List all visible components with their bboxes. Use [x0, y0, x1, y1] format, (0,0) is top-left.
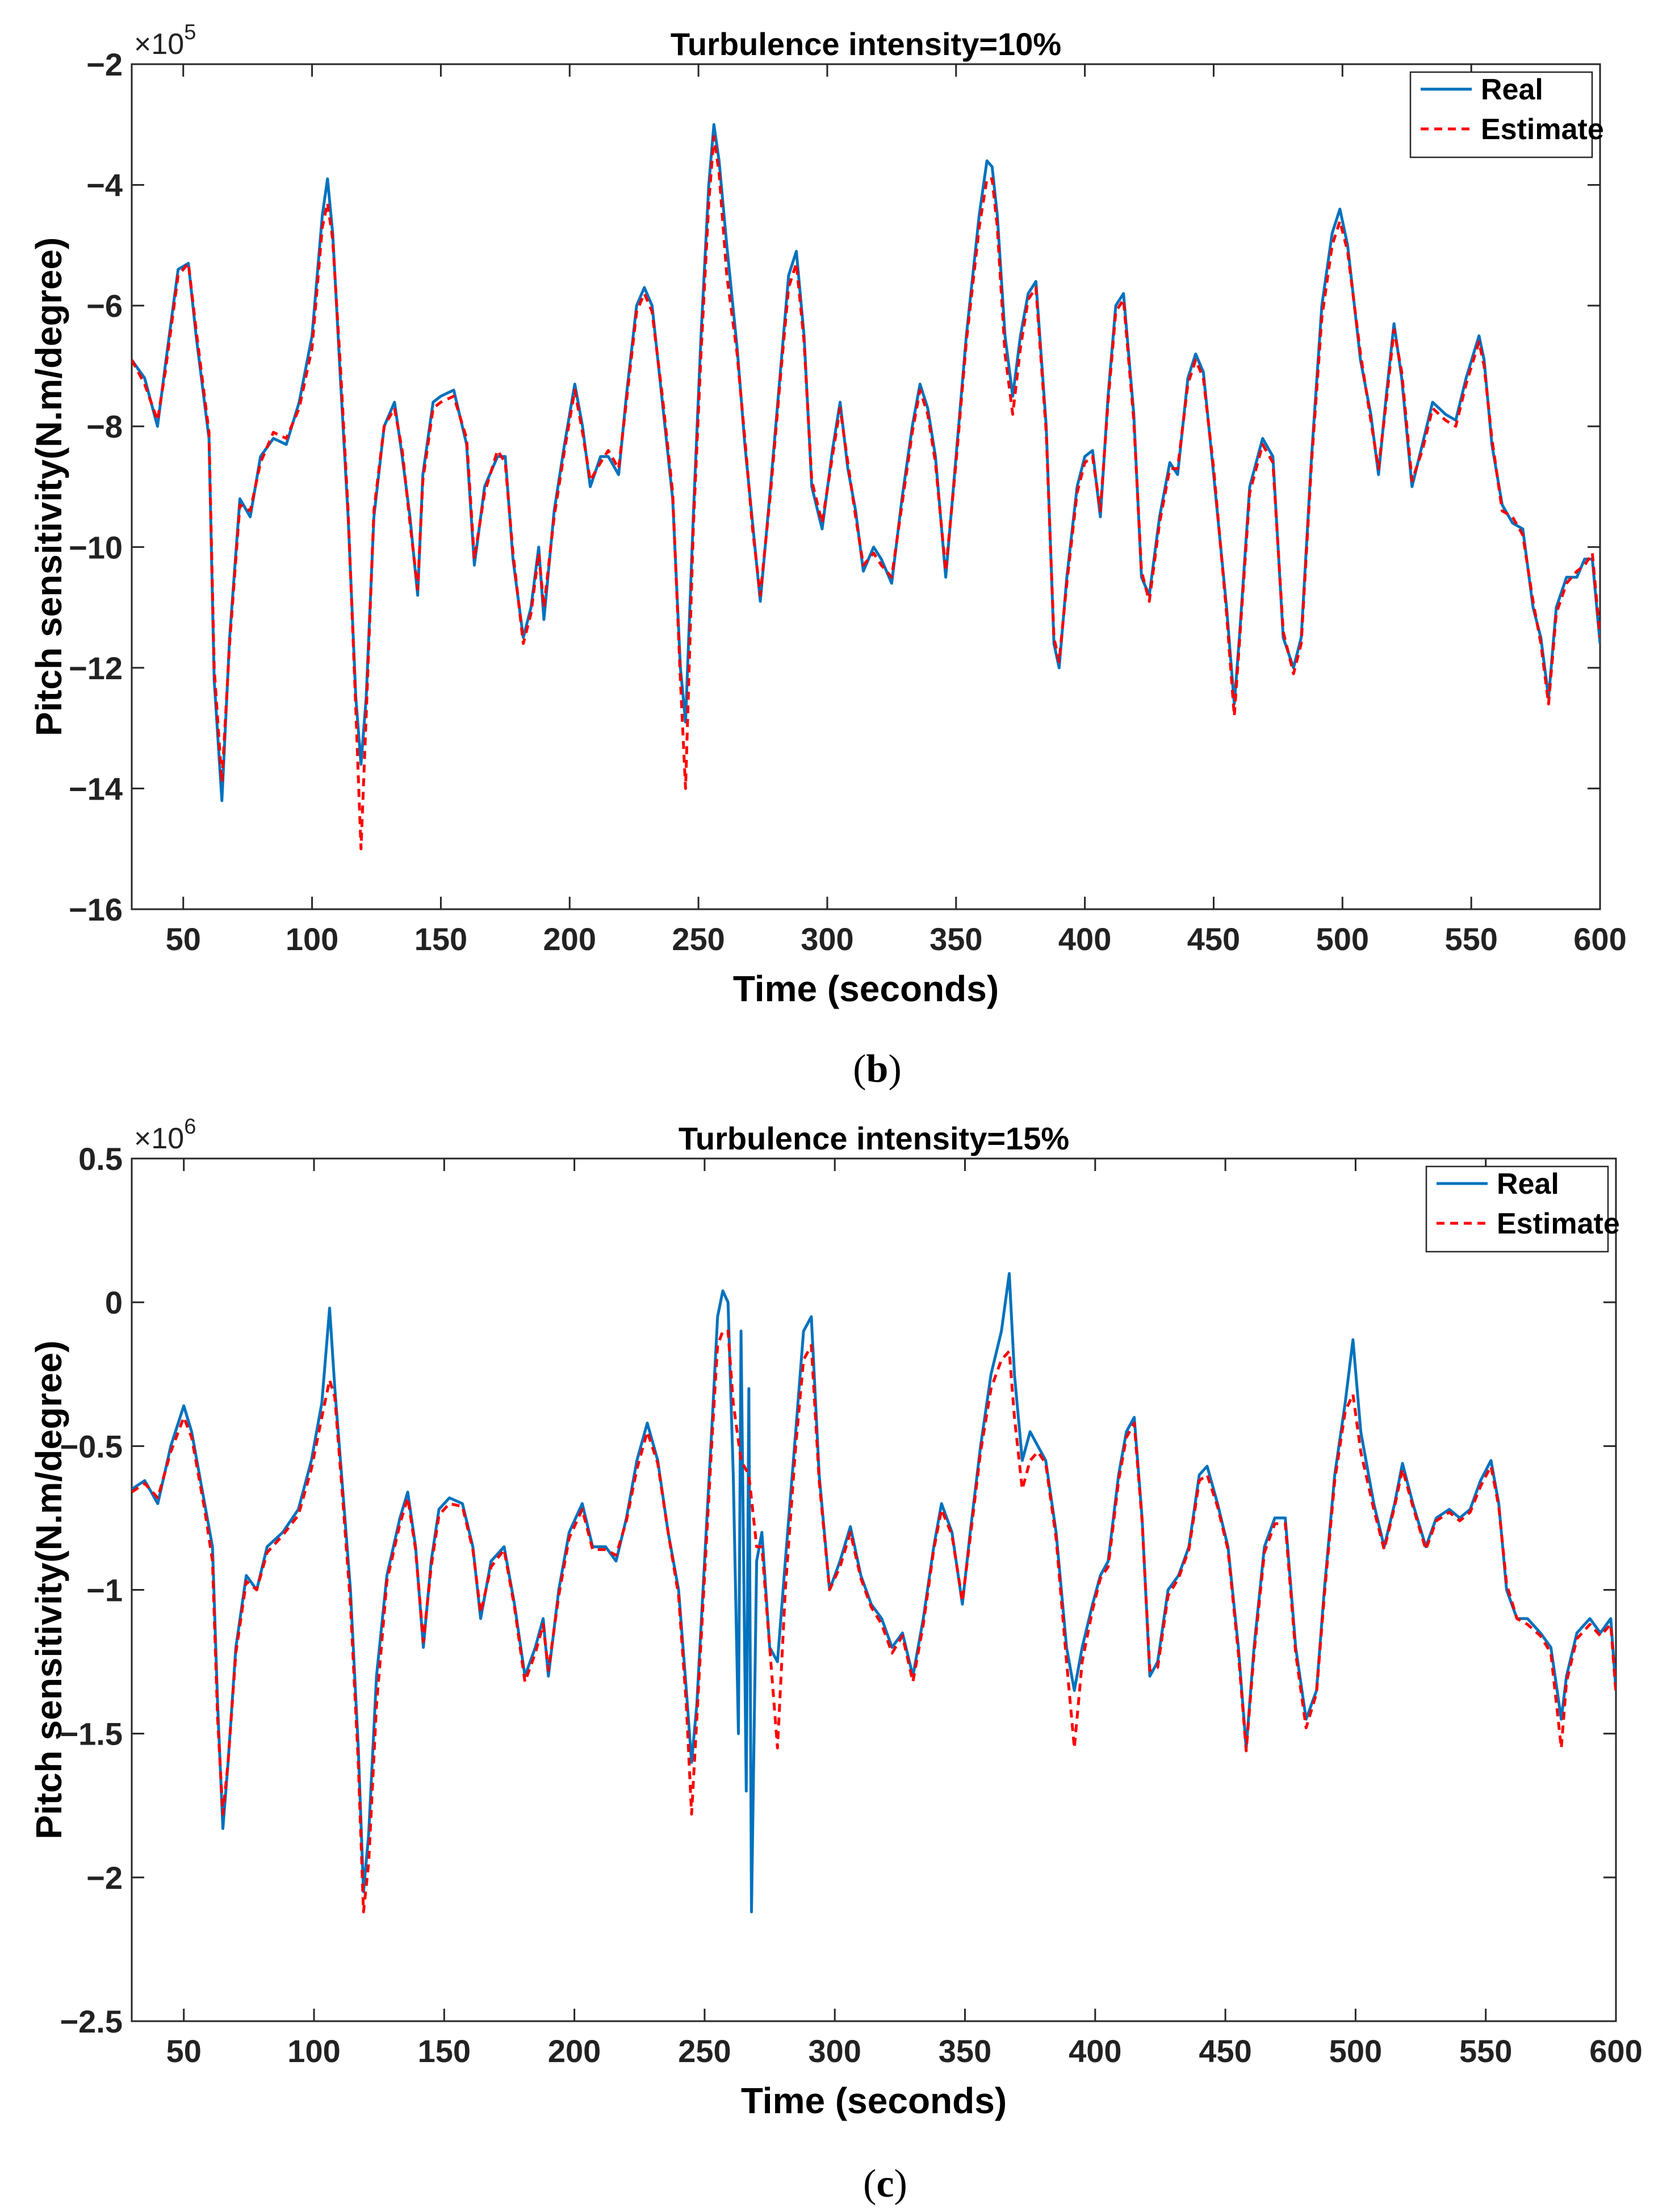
y-tick-label: 0.5	[78, 1141, 123, 1177]
y-tick-label: −4	[86, 168, 123, 203]
y-tick-label: −10	[69, 529, 123, 565]
x-tick-label: 150	[414, 921, 467, 957]
caption-letter: c	[876, 2162, 894, 2206]
chart-title: Turbulence intensity=15%	[679, 1120, 1069, 1156]
x-tick-label: 550	[1459, 2033, 1512, 2069]
y-axis-label: Pitch sensitivity(N.m/degree)	[28, 237, 69, 736]
y-tick-label: −2.5	[60, 2004, 123, 2039]
x-axis-label: Time (seconds)	[741, 2080, 1007, 2121]
plot-area	[131, 63, 1601, 910]
legend-label-real: Real	[1497, 1168, 1559, 1201]
x-tick-label: 300	[808, 2033, 861, 2069]
y-tick-label: 0	[105, 1285, 123, 1320]
y-tick-label: −0.5	[60, 1428, 123, 1464]
series-line-estimate	[132, 135, 1600, 851]
x-tick-label: 400	[1069, 2033, 1121, 2069]
y-axis-multiplier: ×106	[134, 1115, 196, 1155]
legend-label-estimate: Estimate	[1481, 113, 1604, 146]
x-tick-label: 200	[548, 2033, 601, 2069]
y-tick-label: −12	[69, 650, 123, 686]
x-tick-label: 300	[801, 921, 853, 957]
x-tick-label: 450	[1199, 2033, 1251, 2069]
x-tick-label: 500	[1316, 921, 1369, 957]
x-tick-label: 50	[166, 921, 201, 957]
panel-caption-b: (b)	[853, 1047, 902, 1091]
y-tick-label: −2	[86, 1860, 123, 1896]
x-tick-label: 50	[166, 2033, 202, 2069]
y-tick-label: −1	[86, 1573, 123, 1608]
series-group	[132, 123, 1600, 851]
x-tick-label: 400	[1058, 921, 1111, 957]
x-tick-label: 100	[287, 2033, 340, 2069]
y-axis-multiplier-exponent: 6	[184, 1115, 196, 1139]
series-line-real	[132, 1272, 1616, 1914]
series-line-estimate	[132, 1329, 1616, 1914]
x-tick-label: 250	[672, 921, 725, 957]
chart-panel-b: 50 100 150 200 250 300 350 400 450 500 550 600 −16 −1…	[28, 20, 1627, 1091]
legend-label-real: Real	[1481, 73, 1543, 106]
caption-open: (	[853, 1047, 866, 1091]
x-tick-label: 600	[1589, 2033, 1642, 2069]
y-tick-label: −6	[86, 288, 123, 324]
chart-panel-c: 50 100 150 200 250 300 350 400 450 500 550 600 −2.5 −…	[28, 1115, 1643, 2206]
legend-label-estimate: Estimate	[1497, 1207, 1620, 1240]
x-tick-label: 450	[1187, 921, 1240, 957]
y-tick-label: −8	[86, 409, 123, 445]
x-axis-label: Time (seconds)	[733, 968, 999, 1009]
caption-open: (	[863, 2162, 876, 2206]
y-tick-label: −2	[86, 47, 123, 82]
legend-box	[1425, 1165, 1609, 1253]
caption-letter: b	[866, 1047, 889, 1091]
caption-close: )	[894, 2162, 907, 2206]
y-tick-label: −1.5	[60, 1716, 123, 1752]
y-axis-multiplier-exponent: 5	[184, 20, 196, 44]
x-tick-label: 150	[418, 2033, 471, 2069]
y-axis-label: Pitch sensitivity(N.m/degree)	[28, 1340, 69, 1839]
plot-area	[131, 1157, 1617, 2022]
x-tick-label: 350	[939, 2033, 991, 2069]
series-group	[132, 1272, 1616, 1914]
x-tick-label: 100	[286, 921, 338, 957]
x-tick-label: 550	[1444, 921, 1497, 957]
x-tick-label: 250	[678, 2033, 731, 2069]
legend-box	[1409, 71, 1593, 158]
y-tick-label: −16	[69, 892, 123, 927]
panel-caption-c: (c)	[863, 2162, 907, 2206]
chart-title: Turbulence intensity=10%	[671, 26, 1061, 62]
x-tick-label: 350	[929, 921, 982, 957]
x-tick-label: 600	[1573, 921, 1626, 957]
x-tick-label: 500	[1329, 2033, 1382, 2069]
x-tick-label: 200	[543, 921, 596, 957]
y-axis-multiplier: ×105	[134, 20, 196, 61]
y-tick-label: −14	[69, 771, 123, 806]
caption-close: )	[888, 1047, 901, 1091]
